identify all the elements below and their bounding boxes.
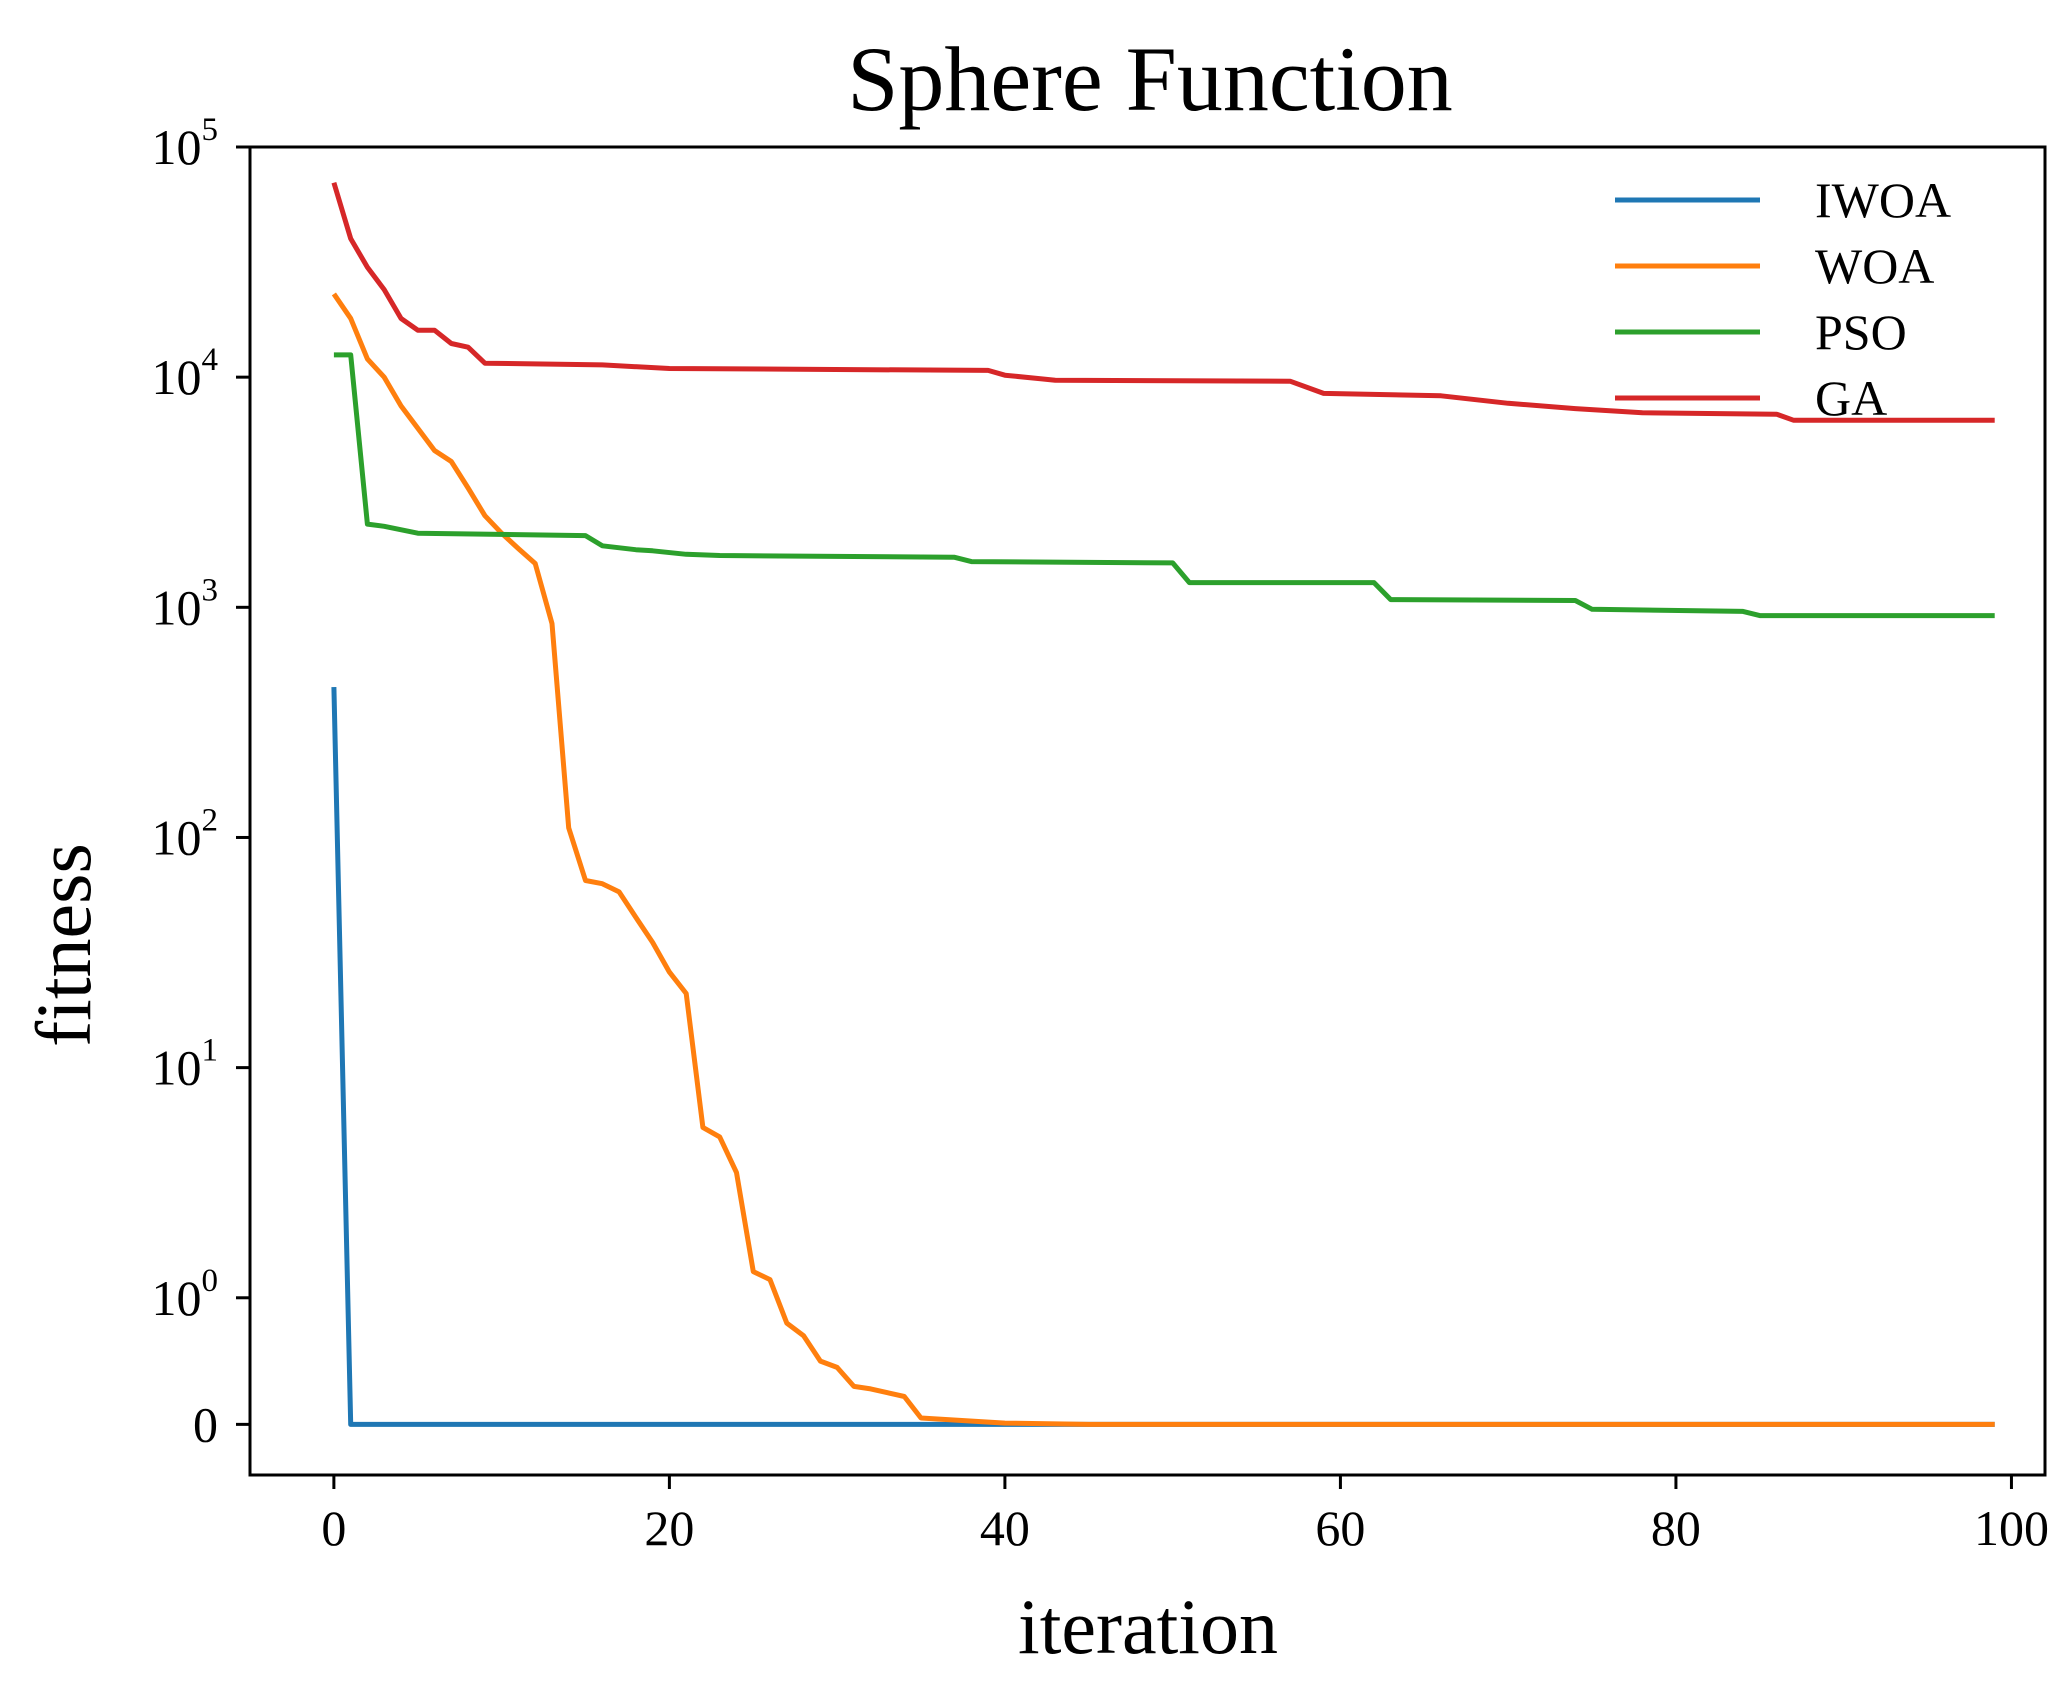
legend-label-pso: PSO	[1815, 304, 1907, 360]
x-tick-label: 60	[1315, 1500, 1365, 1556]
y-tick-label: 100	[152, 1263, 219, 1326]
y-tick-label: 0	[193, 1396, 218, 1452]
x-tick-label: 0	[321, 1500, 346, 1556]
y-tick-label: 103	[152, 572, 219, 635]
y-tick-label: 105	[152, 112, 219, 175]
y-axis-label: fitness	[20, 843, 107, 1047]
y-tick-label: 104	[152, 342, 219, 405]
x-tick-label: 80	[1651, 1500, 1701, 1556]
x-axis-ticks: 0 20 40 60 80 100	[321, 1475, 2049, 1556]
series-lines	[331, 181, 1995, 1427]
x-tick-label: 100	[1974, 1500, 2049, 1556]
plot-frame	[248, 145, 2047, 1477]
legend-label-woa: WOA	[1815, 238, 1934, 294]
y-tick-label: 101	[152, 1033, 219, 1096]
y-axis-ticks: 0 100 101 102 103 104 105	[152, 112, 250, 1452]
series-line-ga	[331, 181, 1995, 423]
series-line-pso	[333, 352, 1995, 619]
series-line-woa	[331, 292, 1995, 1427]
legend-label-ga: GA	[1815, 370, 1887, 426]
legend: IWOA WOA PSO GA	[1615, 172, 1951, 426]
y-tick-label: 102	[152, 802, 219, 865]
x-tick-label: 20	[644, 1500, 694, 1556]
x-axis-label: iteration	[1018, 1583, 1278, 1670]
x-tick-label: 40	[980, 1500, 1030, 1556]
chart-title: Sphere Function	[847, 28, 1453, 130]
legend-label-iwoa: IWOA	[1815, 172, 1951, 228]
